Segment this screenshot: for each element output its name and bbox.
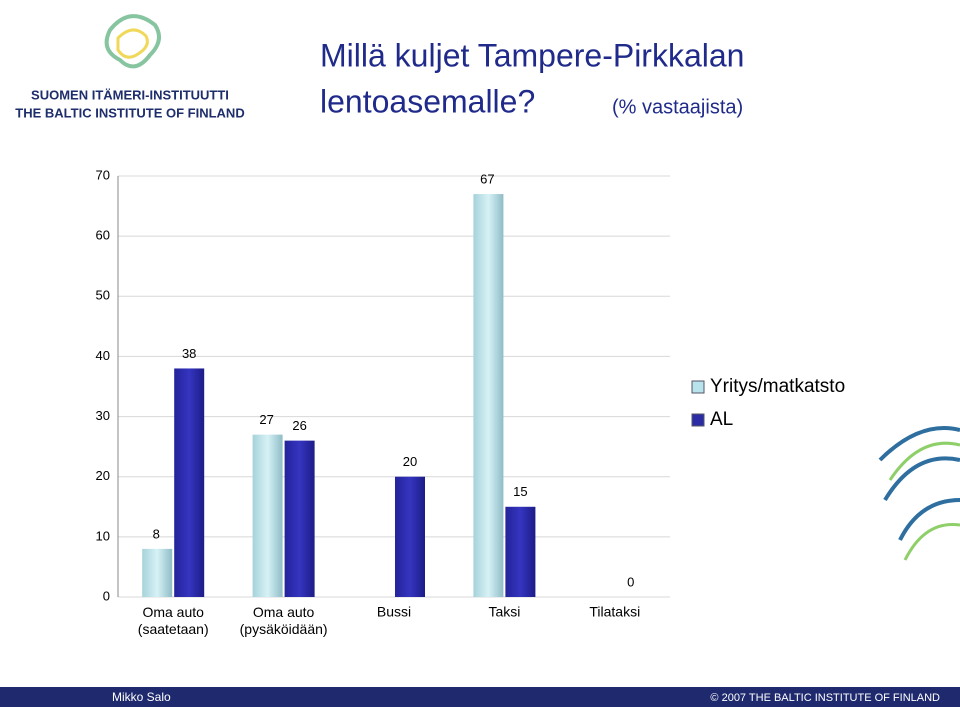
logo (104, 14, 960, 561)
bar (473, 194, 504, 598)
y-tick-label: 20 (96, 468, 110, 483)
y-tick-label: 0 (103, 588, 110, 603)
value-label: 27 (259, 412, 273, 427)
x-tick-label: Oma auto (saatetaan) (138, 604, 209, 637)
y-tick-label: 10 (96, 528, 110, 543)
footer-author: Mikko Salo (112, 690, 171, 704)
y-tick-label: 50 (96, 288, 110, 303)
y-tick-label: 70 (96, 167, 110, 182)
bar (252, 434, 283, 597)
value-label: 15 (513, 484, 527, 499)
legend-label: AL (710, 409, 733, 430)
chart-title: lentoasemalle? (320, 83, 535, 119)
legend-label: Yritys/matkatsto (710, 376, 845, 397)
bar (142, 548, 173, 597)
x-tick-label: Taksi (488, 604, 520, 620)
y-tick-label: 60 (96, 228, 110, 243)
y-tick-label: 40 (96, 348, 110, 363)
value-label: 20 (403, 454, 417, 469)
value-label: 0 (627, 574, 634, 589)
bar (174, 368, 205, 597)
chart-title: Millä kuljet Tampere-Pirkkalan (320, 37, 744, 73)
org-name: THE BALTIC INSTITUTE OF FINLAND (15, 105, 244, 120)
value-label: 38 (182, 346, 196, 361)
chart-subtitle: (% vastaajista) (612, 96, 743, 118)
y-tick-label: 30 (96, 408, 110, 423)
x-tick-label: Tilataksi (589, 604, 640, 620)
bar (505, 506, 536, 597)
org-name: SUOMEN ITÄMERI-INSTITUUTTI (31, 87, 229, 102)
legend-swatch (691, 380, 705, 394)
footer-bar (0, 687, 960, 707)
bar (395, 476, 425, 597)
x-tick-label: Oma auto (pysäköidään) (240, 604, 328, 637)
bar (284, 440, 315, 597)
footer-copyright: © 2007 THE BALTIC INSTITUTE OF FINLAND (710, 692, 940, 704)
value-label: 67 (480, 171, 494, 186)
x-tick-label: Bussi (377, 604, 411, 620)
legend-swatch (691, 413, 705, 427)
value-label: 8 (153, 526, 160, 541)
value-label: 26 (292, 418, 306, 433)
